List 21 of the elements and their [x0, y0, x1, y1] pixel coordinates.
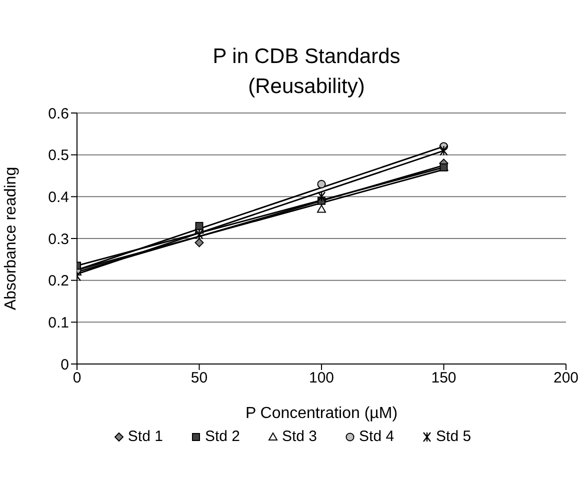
- y-tick-label: 0.4: [48, 188, 69, 206]
- y-tick-label: 0: [60, 356, 69, 374]
- x-tick-label: 0: [72, 370, 82, 387]
- x-tick-label: 100: [308, 370, 334, 387]
- x-tick-label: 200: [553, 370, 579, 387]
- y-axis-title: Absorbance reading: [2, 166, 20, 310]
- y-tick-label: 0.6: [48, 105, 69, 122]
- y-tick-label: 0.5: [48, 147, 69, 164]
- chart-title: P in CDB Standards: [212, 44, 402, 70]
- legend-label: Std 2: [204, 428, 240, 445]
- x-tick-label: 150: [431, 370, 456, 387]
- y-tick-label: 0.2: [48, 272, 69, 290]
- chart-subtitle: (Reusability): [247, 74, 366, 100]
- y-tick-label: 0.1: [48, 314, 69, 332]
- x-tick-label: 50: [190, 370, 208, 387]
- y-tick-label: 0.3: [48, 230, 69, 248]
- legend-label: Std 5: [436, 428, 472, 445]
- legend-label: Std 3: [282, 428, 318, 445]
- legend-label: Std 1: [128, 428, 163, 445]
- legend-label: Std 4: [359, 428, 394, 445]
- x-axis-title: P Concentration (µM): [245, 405, 398, 422]
